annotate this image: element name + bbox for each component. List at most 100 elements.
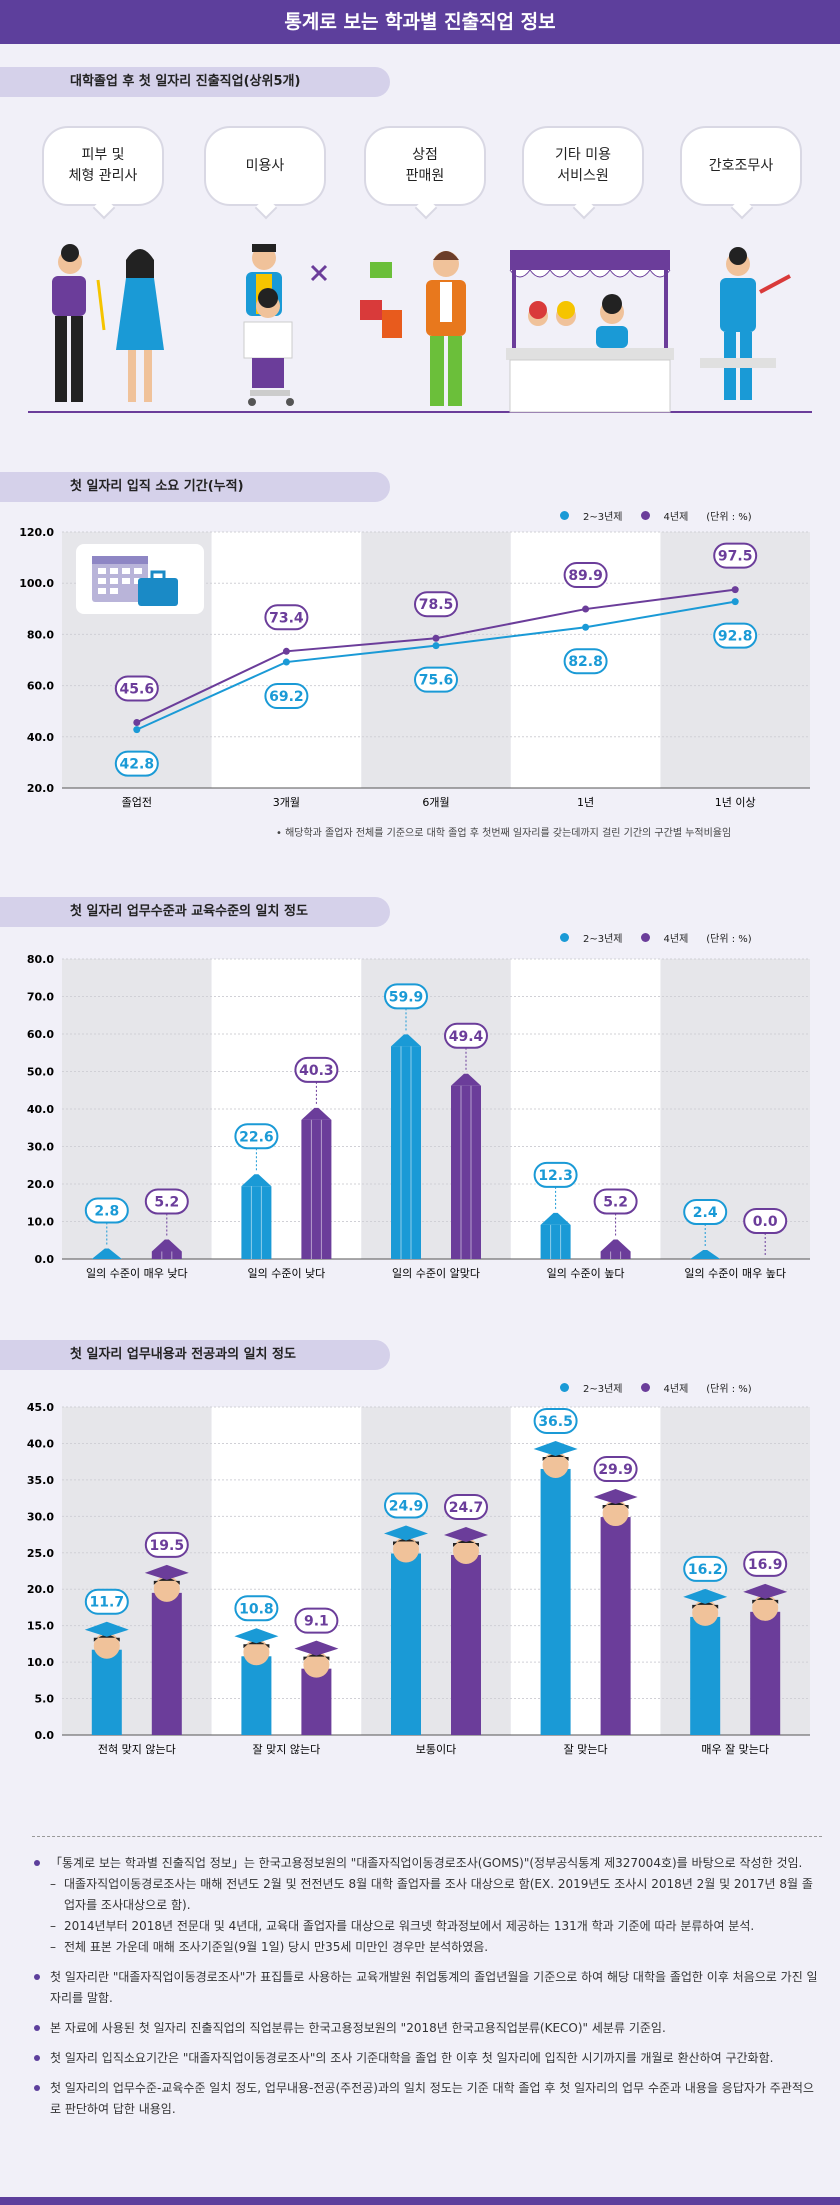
y-tick-label: 10.0 [27, 1216, 54, 1229]
page-title: 통계로 보는 학과별 진출직업 정보 [0, 0, 840, 44]
legend-a: 2~3년제 [583, 934, 623, 945]
y-tick-label: 20.0 [27, 1583, 54, 1596]
graduate-head [602, 1500, 629, 1527]
graduate-hair [542, 1453, 569, 1461]
section-period-label: 첫 일자리 입직 소요 기간(누적) [0, 472, 390, 502]
data-label: 40.3 [299, 1063, 334, 1079]
y-tick-label: 40.0 [27, 1103, 54, 1116]
column-band [62, 959, 212, 1259]
x-tick-label: 졸업전 [122, 796, 152, 809]
bar-b [600, 1251, 631, 1259]
graduate-cap [234, 1628, 279, 1644]
notes-list: 「통계로 보는 학과별 진출직업 정보」는 한국고용정보원의 "대졸자직업이동경… [32, 1836, 822, 2129]
graduate-hair [243, 1641, 270, 1649]
column-band [660, 1407, 810, 1735]
data-label: 42.8 [120, 757, 155, 773]
data-label: 97.5 [718, 549, 753, 565]
column-band [510, 1407, 661, 1735]
legend-a: 2~3년제 [583, 1384, 623, 1395]
data-label-box [264, 683, 309, 710]
data-point [582, 623, 590, 631]
graduate-head [542, 1451, 569, 1478]
data-point [731, 598, 739, 606]
x-tick-label: 보통이다 [416, 1743, 456, 1756]
graduate-hair [752, 1596, 779, 1604]
graduate-head [692, 1599, 719, 1626]
pencil-tip [91, 1248, 122, 1259]
graduate-head [752, 1594, 779, 1621]
data-label-box [683, 1555, 728, 1582]
graduate-cap [683, 1588, 728, 1604]
data-label-box [713, 542, 758, 569]
x-tick-label: 잘 맞는다 [564, 1743, 608, 1756]
y-tick-label: 0.0 [35, 1729, 55, 1742]
x-tick-label: 일의 수준이 매우 낮다 [86, 1266, 188, 1280]
graduate-cap [743, 1583, 788, 1599]
bar-a [91, 1649, 122, 1735]
data-label: 2.8 [94, 1204, 119, 1220]
y-tick-label: 40.0 [27, 1437, 54, 1450]
data-label-box [743, 1550, 788, 1577]
data-label: 75.6 [419, 673, 454, 689]
bar-a [540, 1224, 571, 1259]
data-label-box [414, 666, 458, 693]
y-tick-label: 70.0 [27, 991, 54, 1004]
job-bubble-4: 기타 미용 서비스원 [522, 126, 644, 206]
data-point [133, 718, 141, 726]
data-point [432, 642, 440, 650]
calendar-briefcase-icon [76, 544, 204, 614]
graduate-cap [384, 1525, 428, 1541]
data-label: 16.9 [748, 1557, 783, 1573]
job-bubble-5: 간호조무사 [680, 126, 802, 206]
jobs-illustration [28, 244, 812, 413]
data-label: 16.2 [688, 1562, 723, 1578]
data-label: 49.4 [449, 1029, 484, 1045]
data-label: 59.9 [389, 989, 424, 1005]
column-band [62, 1407, 212, 1735]
legend-a: 2~3년제 [583, 512, 623, 523]
legend-b: 4년제 [663, 934, 689, 945]
pencil-tip [391, 1034, 421, 1047]
pencil-tip [151, 1239, 182, 1252]
y-tick-label: 0.0 [35, 1253, 55, 1266]
bar-a [690, 1616, 721, 1735]
line-legend: 2~3년제 4년제 (단위 : %) [560, 508, 752, 523]
x-tick-label: 일의 수준이 매우 높다 [684, 1266, 786, 1280]
y-tick-label: 30.0 [27, 1510, 54, 1523]
data-label-box [114, 675, 159, 702]
column-band [361, 1407, 511, 1735]
data-label: 12.3 [538, 1168, 573, 1184]
note-item: 첫 일자리란 "대졸자직업이동경로조사"가 표집틀로 사용하는 교육개발원 취업… [32, 1967, 822, 2009]
x-tick-label: 일의 수준이 높다 [547, 1266, 625, 1280]
graduate-head [303, 1651, 330, 1678]
y-tick-label: 80.0 [27, 628, 54, 641]
job-bubble-3: 상점 판매원 [364, 126, 486, 206]
graduate-head [93, 1632, 120, 1659]
data-label-box [563, 562, 608, 589]
legend-b: 4년제 [663, 512, 689, 523]
x-tick-label: 1년 [577, 796, 594, 809]
y-tick-label: 40.0 [27, 731, 54, 744]
data-label-box [713, 622, 758, 649]
y-tick-label: 15.0 [27, 1620, 54, 1633]
bar-b [600, 1517, 631, 1735]
data-label: 24.9 [389, 1499, 424, 1515]
hairdresser-illustration [243, 244, 328, 406]
y-tick-label: 30.0 [27, 1141, 54, 1154]
legend-unit: (단위 : %) [706, 934, 752, 945]
graduate-hair [153, 1577, 180, 1585]
x-tick-label: 일의 수준이 알맞다 [392, 1266, 480, 1280]
bar-a [241, 1186, 272, 1259]
data-label: 0.0 [753, 1214, 778, 1230]
graduate-head [393, 1536, 419, 1563]
period-note: • 해당학과 졸업자 전체를 기준으로 대학 졸업 후 첫번째 일자리를 갖는데… [276, 828, 732, 839]
y-tick-label: 80.0 [27, 953, 54, 966]
data-label: 19.5 [150, 1538, 185, 1554]
data-label: 10.8 [239, 1601, 274, 1617]
column-band [211, 1407, 362, 1735]
data-label: 36.5 [538, 1414, 573, 1430]
data-label: 24.7 [449, 1500, 484, 1516]
bar-a [241, 1656, 272, 1735]
graduate-cap [444, 1526, 488, 1542]
data-label-box [563, 648, 608, 675]
